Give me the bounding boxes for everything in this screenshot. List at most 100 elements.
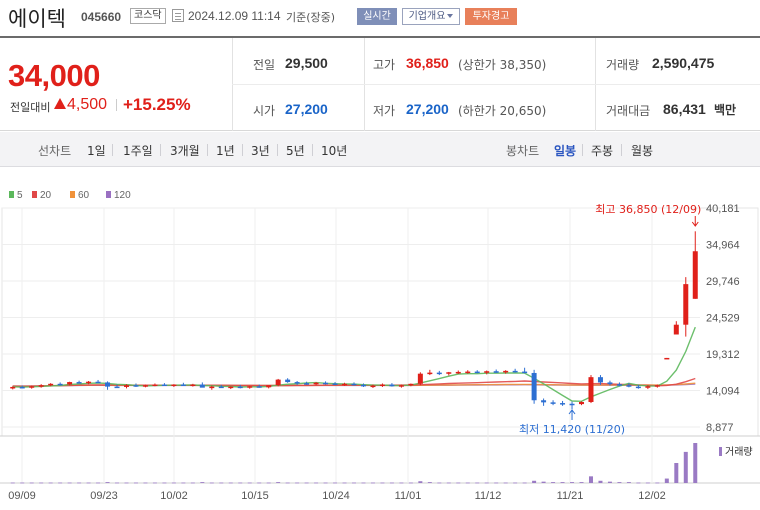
- candle: [370, 384, 376, 389]
- x-tick-label: 09/09: [8, 490, 36, 502]
- candle-body: [427, 372, 433, 375]
- legend-ma120: 120: [106, 190, 131, 201]
- candle: [474, 370, 480, 374]
- volume-bar: [427, 482, 432, 483]
- investment-warning-badge: 투자경고: [465, 8, 517, 25]
- volume-bar: [408, 482, 413, 484]
- period-monthly[interactable]: 월봉: [631, 144, 654, 158]
- realtime-button[interactable]: 실시간: [357, 8, 397, 25]
- candle: [95, 379, 101, 384]
- candle: [417, 372, 423, 386]
- candle: [635, 384, 641, 389]
- volume-legend-swatch: [719, 447, 722, 456]
- volume-bar: [484, 482, 489, 484]
- volume-bar: [551, 482, 556, 483]
- candle: [209, 385, 215, 390]
- candle-body: [199, 384, 205, 388]
- period-1d[interactable]: 1일: [87, 144, 106, 158]
- legend-ma5: 5: [9, 190, 23, 201]
- period-5y[interactable]: 5년: [286, 144, 305, 158]
- period-1w[interactable]: 1주일: [123, 144, 153, 158]
- candle-body: [142, 385, 148, 387]
- candle: [19, 385, 25, 389]
- candle: [171, 384, 177, 387]
- candle: [569, 401, 575, 410]
- amount-value: 86,431: [663, 101, 706, 117]
- candle-body: [370, 385, 376, 388]
- candle-body: [398, 385, 404, 387]
- divider: [242, 144, 243, 156]
- volume-bar: [437, 482, 442, 484]
- volume-bar: [105, 482, 110, 483]
- low-value: 27,200: [406, 101, 449, 117]
- volume-bar: [96, 482, 101, 484]
- candle: [626, 383, 632, 388]
- candle: [114, 384, 120, 389]
- volume-bar: [465, 482, 470, 484]
- candle: [560, 400, 566, 406]
- legend-swatch: [32, 191, 37, 198]
- candle-body: [123, 385, 129, 387]
- candle-body: [645, 386, 651, 388]
- candle-body: [465, 371, 471, 374]
- candle-body: [275, 379, 281, 386]
- candle: [427, 369, 433, 376]
- candle-body: [379, 384, 385, 387]
- candle-body: [114, 386, 120, 389]
- candle-body: [95, 381, 101, 384]
- candle-body: [218, 386, 224, 389]
- candle-body: [531, 372, 537, 401]
- period-3y[interactable]: 3년: [251, 144, 270, 158]
- candle-body: [560, 403, 566, 405]
- candle: [360, 383, 366, 387]
- period-1y[interactable]: 1년: [216, 144, 235, 158]
- candle-body: [323, 382, 329, 385]
- company-overview-dropdown[interactable]: 기업개요: [402, 8, 460, 25]
- period-10y[interactable]: 10년: [321, 144, 348, 158]
- candle-body: [48, 383, 54, 386]
- volume-bar: [522, 482, 527, 484]
- volume-bar: [645, 482, 650, 484]
- y-tick-label: 8,877: [706, 422, 734, 434]
- volume-bar: [295, 482, 300, 484]
- quote-basis: 기준(장중): [286, 11, 336, 24]
- candlestick-chart[interactable]: 40,181 34,964 29,746 24,529 19,312 14,094 8,87…: [0, 195, 760, 510]
- candle: [645, 385, 651, 390]
- volume-bar: [607, 481, 612, 483]
- candle: [67, 381, 73, 386]
- candle-body: [105, 382, 111, 387]
- candle: [436, 370, 442, 376]
- candle: [275, 378, 281, 387]
- volume-bar: [200, 482, 205, 483]
- candle: [512, 368, 518, 373]
- candle: [379, 383, 385, 387]
- volume-bar: [674, 463, 679, 483]
- prev-close-value: 29,500: [285, 55, 328, 71]
- period-weekly[interactable]: 주봉: [591, 144, 614, 158]
- candle: [266, 385, 272, 389]
- volume-bar: [228, 482, 233, 484]
- candle-body: [266, 385, 272, 388]
- candle: [408, 383, 414, 387]
- candle: [673, 321, 679, 335]
- candle-body: [67, 382, 73, 385]
- volume-bar: [579, 482, 584, 483]
- low-annotation: 최저 11,420 (11/20): [519, 423, 625, 436]
- candle: [247, 385, 253, 389]
- candle-body: [588, 377, 594, 403]
- x-tick-label: 12/02: [638, 490, 666, 502]
- candle-body: [408, 383, 414, 386]
- change-label: 전일대비: [10, 101, 51, 114]
- volume-bar: [494, 482, 499, 484]
- volume-bar: [380, 482, 385, 484]
- up-arrow-icon: [568, 409, 576, 420]
- period-daily[interactable]: 일봉: [554, 144, 577, 158]
- candle-body: [29, 386, 35, 388]
- candle: [313, 382, 319, 386]
- company-overview-label: 기업개요: [408, 11, 446, 22]
- candle-body: [332, 383, 338, 385]
- candle-body: [161, 384, 167, 387]
- divider: [277, 144, 278, 156]
- period-3m[interactable]: 3개월: [170, 144, 200, 158]
- divider: [232, 84, 760, 85]
